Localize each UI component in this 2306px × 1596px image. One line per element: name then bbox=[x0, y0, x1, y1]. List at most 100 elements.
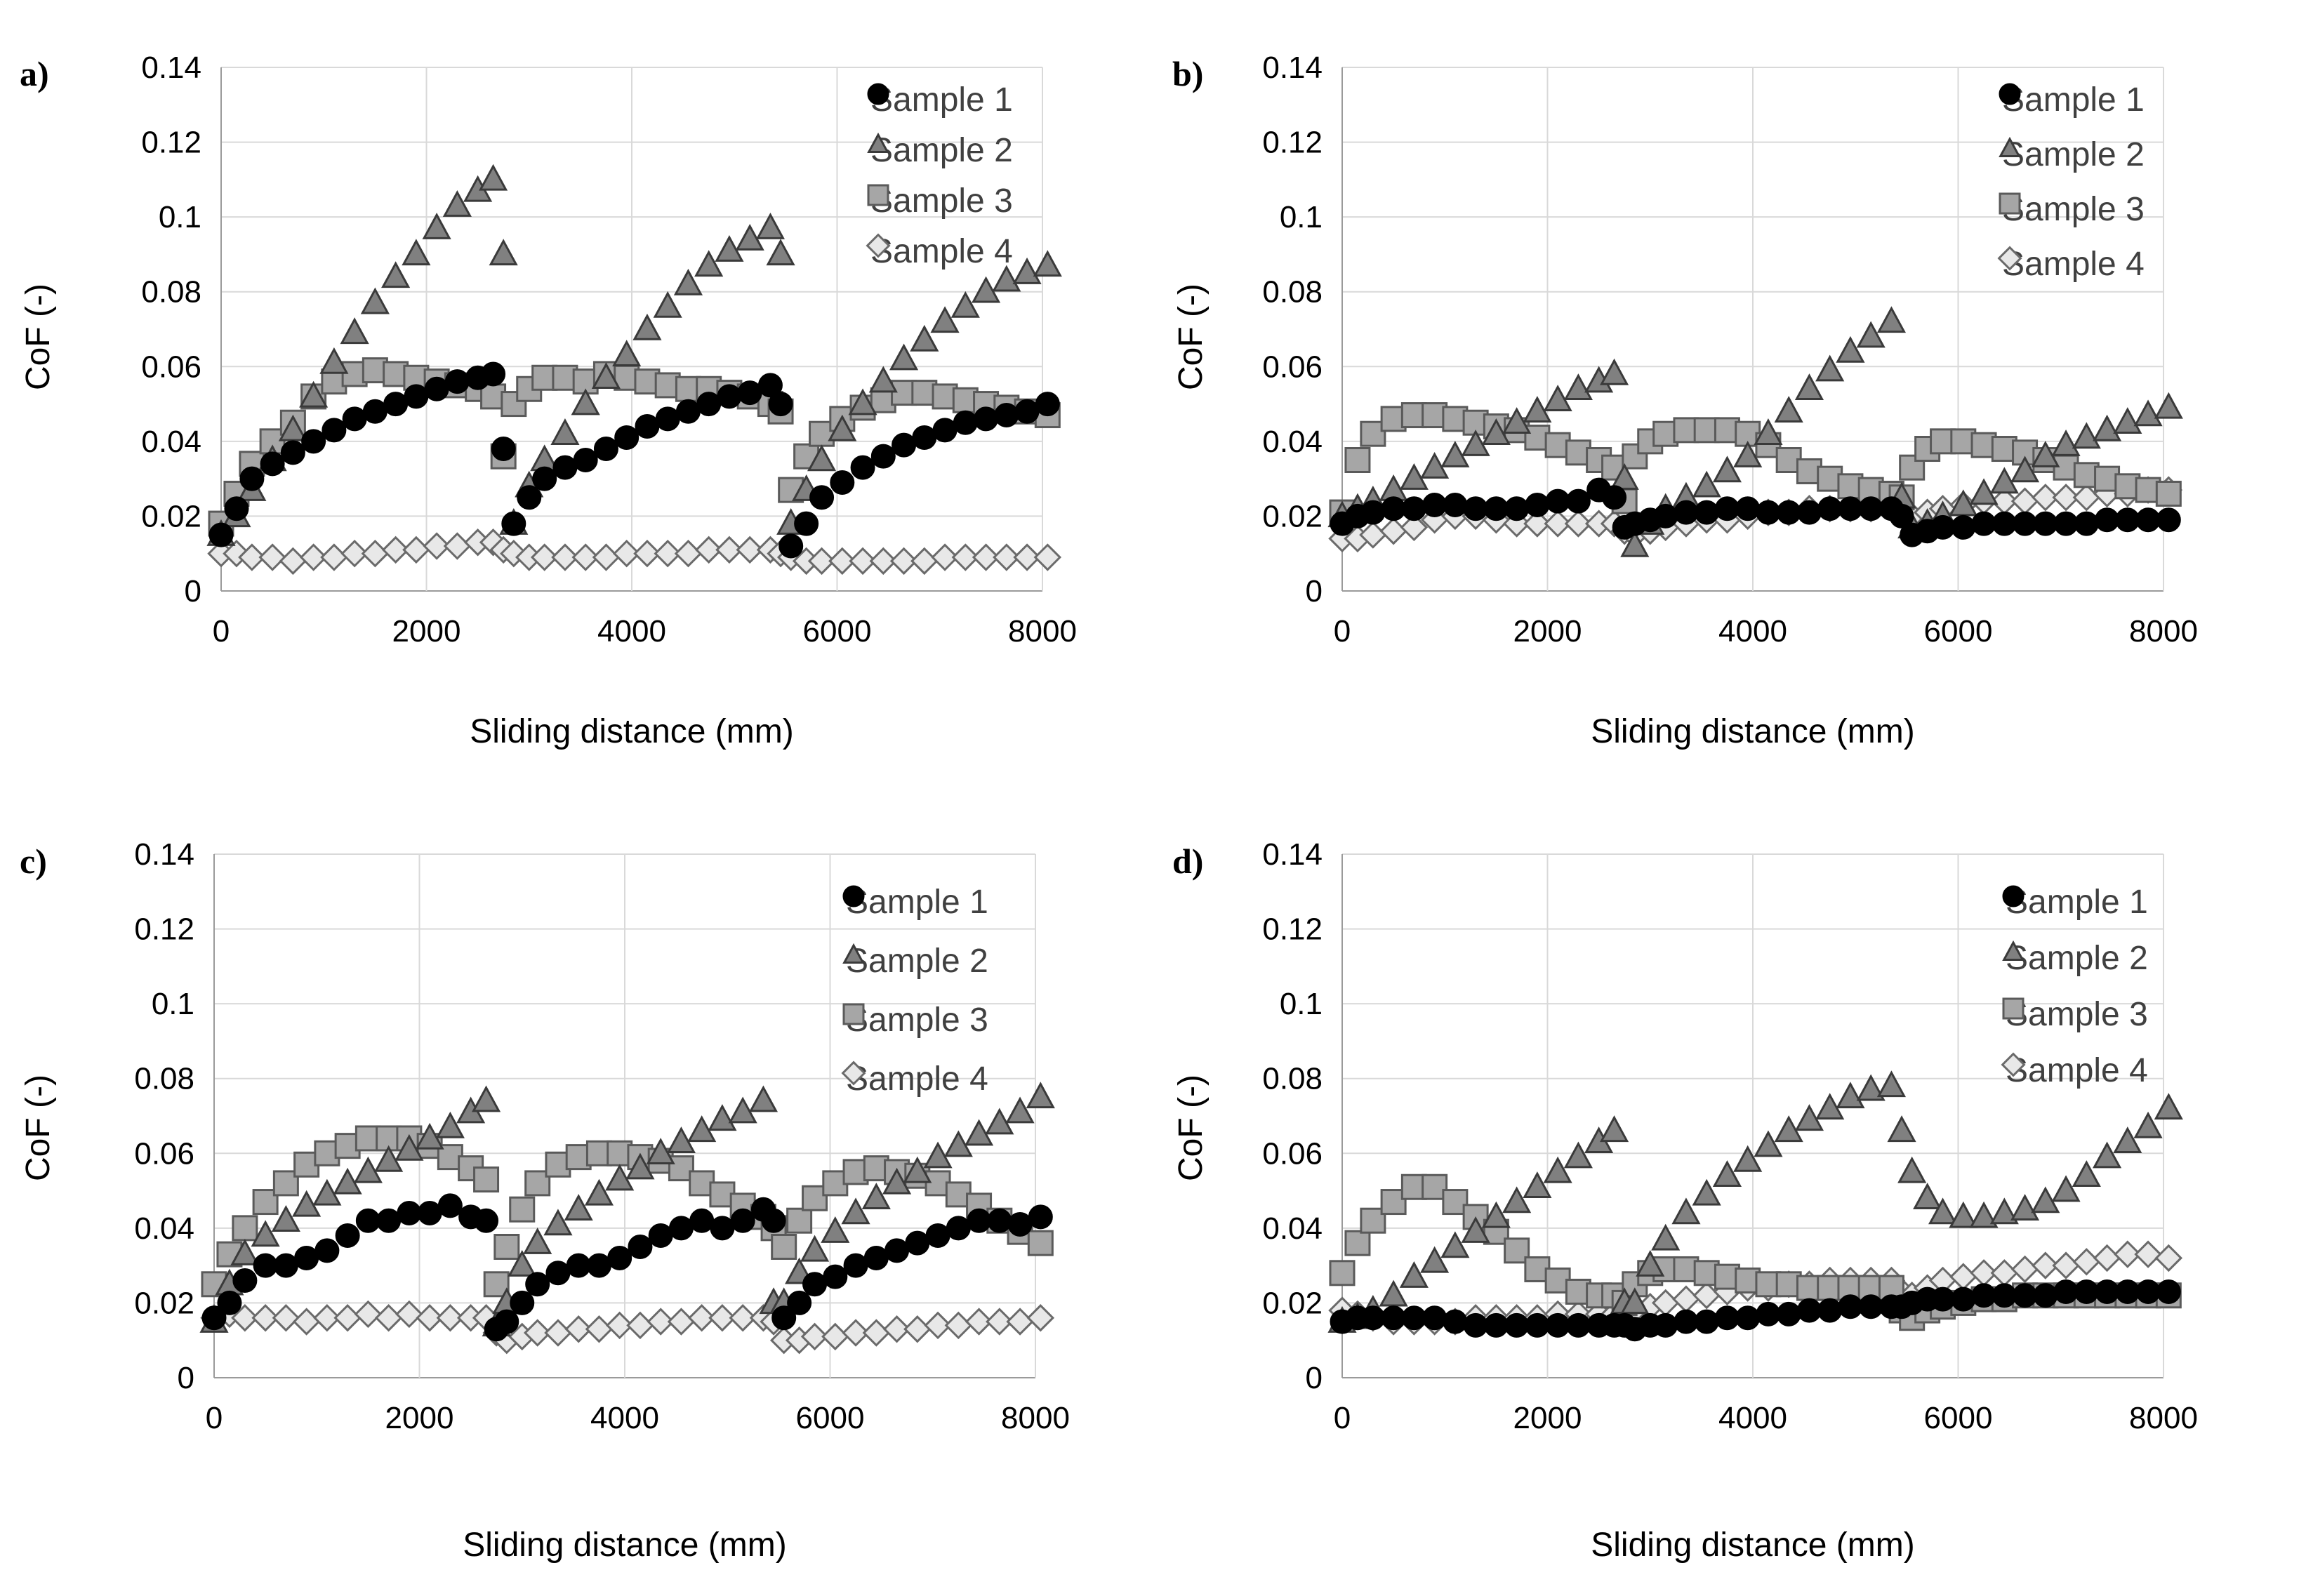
data-point bbox=[730, 1208, 755, 1233]
data-point bbox=[1817, 1298, 1843, 1323]
data-point bbox=[313, 1304, 341, 1332]
data-point bbox=[1401, 496, 1426, 521]
data-point bbox=[299, 543, 328, 571]
data-point bbox=[1714, 496, 1740, 521]
x-tick-label: 8000 bbox=[1001, 1401, 1070, 1435]
circle-marker-icon bbox=[2002, 885, 2025, 907]
data-point bbox=[312, 1178, 342, 1206]
y-tick-label: 0.1 bbox=[1280, 200, 1323, 234]
data-point bbox=[1463, 1312, 1488, 1338]
data-point bbox=[1360, 500, 1386, 525]
data-point bbox=[2135, 507, 2161, 533]
data-point bbox=[821, 1322, 849, 1351]
data-point bbox=[1796, 1298, 1822, 1323]
data-point bbox=[591, 362, 621, 390]
data-point bbox=[950, 291, 980, 318]
legend-item: Sample 3 bbox=[839, 999, 988, 1041]
data-point bbox=[1381, 496, 1406, 521]
data-point bbox=[1564, 510, 1593, 538]
gridlines bbox=[213, 853, 1036, 1378]
data-point bbox=[593, 437, 618, 462]
data-point bbox=[224, 496, 249, 521]
data-point bbox=[2095, 507, 2120, 533]
diamond-marker-icon bbox=[866, 233, 891, 258]
data-point bbox=[655, 406, 680, 432]
data-point bbox=[208, 522, 234, 547]
data-point bbox=[381, 261, 411, 288]
data-point bbox=[2051, 430, 2081, 456]
chart-svg: 0 0.02 0.04 0.06 0.08 0.1 0.12 0.14 0 2000 4000 600… bbox=[20, 51, 1077, 750]
y-tick-label: 0.04 bbox=[1262, 1211, 1323, 1246]
data-point bbox=[951, 543, 980, 571]
data-point bbox=[319, 347, 349, 374]
data-point bbox=[1026, 1082, 1055, 1109]
data-point bbox=[544, 1319, 572, 1347]
x-axis-label: Sliding distance (mm) bbox=[470, 713, 793, 750]
data-point bbox=[1817, 496, 1843, 521]
data-point bbox=[353, 1156, 383, 1183]
data-point bbox=[910, 547, 939, 576]
x-axis-label: Sliding distance (mm) bbox=[1591, 713, 1914, 750]
y-tick-label: 0.02 bbox=[134, 1286, 194, 1320]
data-point bbox=[280, 440, 305, 465]
data-point bbox=[1443, 1309, 1468, 1334]
data-point bbox=[231, 1304, 259, 1332]
data-point bbox=[271, 1205, 300, 1232]
data-point bbox=[771, 1234, 797, 1260]
legend-item: Sample 2 bbox=[1999, 937, 2148, 979]
x-tick-label: 0 bbox=[213, 614, 230, 649]
triangle-marker-icon bbox=[2002, 940, 2025, 961]
y-tick-label: 0 bbox=[1306, 574, 1323, 609]
data-point bbox=[1992, 511, 2017, 536]
data-point bbox=[360, 287, 390, 314]
data-point bbox=[974, 406, 999, 432]
data-point bbox=[868, 366, 898, 393]
data-point bbox=[1949, 489, 1978, 517]
data-point bbox=[905, 1230, 930, 1256]
legend-item: Sample 4 bbox=[1995, 243, 2145, 285]
data-point bbox=[1733, 1145, 1763, 1172]
diamond-marker-icon bbox=[1997, 246, 2022, 271]
data-point bbox=[1756, 1301, 1781, 1326]
panel-label: a) bbox=[20, 54, 49, 93]
data-point bbox=[301, 429, 326, 454]
series-sample-1 bbox=[208, 361, 1060, 559]
y-tick-label: 0.14 bbox=[1262, 51, 1323, 85]
data-point bbox=[755, 212, 786, 239]
y-tick-label: 0.12 bbox=[1262, 912, 1323, 947]
data-point bbox=[2072, 1160, 2101, 1188]
data-point bbox=[493, 1234, 520, 1260]
legend-item: Sample 3 bbox=[863, 180, 1013, 222]
data-point bbox=[787, 1290, 812, 1315]
data-point bbox=[523, 1319, 552, 1347]
data-point bbox=[843, 1253, 868, 1278]
data-point bbox=[647, 1308, 675, 1336]
y-tick-label: 0.02 bbox=[1262, 499, 1323, 533]
x-tick-label: 6000 bbox=[803, 614, 872, 649]
data-point bbox=[800, 1322, 829, 1351]
legend-label: Sample 4 bbox=[846, 1060, 988, 1098]
data-point bbox=[628, 1235, 653, 1259]
data-point bbox=[423, 532, 451, 560]
data-point bbox=[239, 466, 265, 491]
data-point bbox=[1544, 510, 1572, 538]
data-point bbox=[924, 1311, 952, 1340]
data-point bbox=[889, 343, 919, 371]
data-point bbox=[673, 268, 703, 295]
data-point bbox=[666, 1126, 696, 1154]
data-point bbox=[849, 547, 877, 576]
data-point bbox=[1033, 543, 1062, 571]
x-tick-label: 6000 bbox=[796, 1401, 865, 1435]
data-point bbox=[1400, 513, 1429, 542]
data-point bbox=[2052, 1251, 2080, 1279]
data-point bbox=[1990, 1259, 2019, 1287]
data-point bbox=[333, 1167, 362, 1195]
data-point bbox=[402, 239, 431, 266]
legend-label: Sample 4 bbox=[2006, 1051, 2148, 1089]
diamond-marker-icon bbox=[841, 1060, 866, 1086]
data-point bbox=[1794, 1104, 1824, 1131]
data-point bbox=[1543, 385, 1572, 411]
data-point bbox=[2010, 1255, 2039, 1284]
data-point bbox=[964, 1119, 994, 1146]
data-point bbox=[987, 1208, 1012, 1233]
